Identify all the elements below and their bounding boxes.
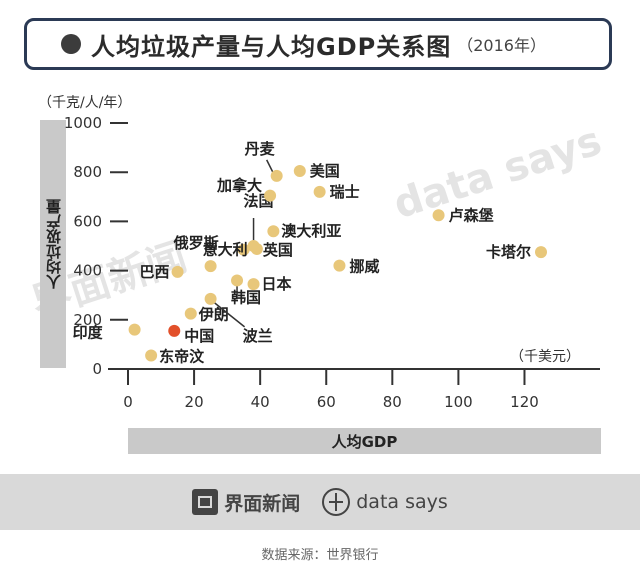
y-tick-label: 600 [73, 212, 102, 230]
data-point [293, 164, 306, 177]
data-point [333, 259, 346, 272]
point-label: 东帝汶 [159, 347, 205, 365]
x-tick-label: 60 [317, 393, 336, 411]
data-says-logo-icon [322, 488, 351, 516]
y-tick-label: 200 [73, 311, 102, 329]
x-axis-unit: （千美元） [510, 349, 580, 365]
footer-data-says: data says [356, 491, 448, 513]
point-label: 巴西 [140, 263, 170, 281]
data-point [237, 243, 250, 256]
brand-logo-icon [192, 489, 219, 515]
x-tick-label: 120 [510, 393, 539, 411]
point-label: 中国 [184, 327, 214, 345]
chart-title-year: （2016年） [457, 36, 546, 55]
point-label: 伊朗 [198, 306, 229, 324]
x-tick-label: 0 [123, 393, 133, 411]
point-label: 韩国 [231, 288, 261, 306]
data-point [204, 292, 217, 305]
data-point [171, 265, 184, 278]
footer-bar: 界面新闻 data says [0, 474, 640, 530]
title-box: 人均垃圾产量与人均GDP关系图 （2016年） [24, 18, 612, 70]
data-point [247, 278, 260, 291]
data-point [313, 185, 326, 198]
chart-title: 人均垃圾产量与人均GDP关系图 [91, 32, 452, 61]
data-point [184, 307, 197, 320]
point-label: 波兰 [243, 327, 273, 345]
data-point [250, 242, 263, 255]
point-label: 丹麦 [245, 140, 276, 158]
point-label: 英国 [263, 241, 293, 259]
data-point [231, 274, 244, 287]
point-label: 美国 [310, 162, 340, 180]
y-axis-unit: （千克/人/年） [38, 95, 132, 111]
y-tick-label: 800 [73, 163, 102, 181]
point-label: 俄罗斯 [173, 234, 219, 252]
data-point [264, 189, 277, 202]
x-tick-label: 40 [251, 393, 270, 411]
point-label: 印度 [73, 324, 104, 342]
x-tick-label: 20 [185, 393, 204, 411]
x-tick-label: 100 [444, 393, 473, 411]
x-axis-label-box: 人均GDP [128, 428, 601, 454]
title-bullet-icon [61, 34, 81, 54]
data-point [267, 225, 280, 238]
data-point [432, 209, 445, 222]
leader-line [266, 159, 274, 173]
point-label: 卡塔尔 [486, 243, 531, 261]
data-point [204, 260, 217, 273]
point-label: 澳大利亚 [281, 222, 341, 240]
point-label: 加拿大 [216, 177, 262, 195]
x-tick-label: 80 [383, 393, 402, 411]
data-point [270, 169, 283, 182]
data-point [168, 324, 181, 337]
point-label: 意大利 [203, 241, 248, 259]
y-tick-label: 1000 [64, 114, 102, 132]
point-label: 卢森堡 [449, 206, 494, 224]
data-source: 数据来源：世界银行 [261, 548, 379, 563]
x-axis-label: 人均GDP [331, 432, 398, 451]
data-point [145, 349, 158, 362]
y-axis-label-box: 人均垃圾产量 [40, 120, 66, 368]
point-label: 挪威 [349, 258, 379, 276]
footer-brand: 界面新闻 [224, 492, 301, 515]
point-label: 日本 [262, 275, 292, 293]
y-tick-label: 0 [92, 360, 102, 378]
data-point [535, 246, 547, 259]
y-tick-label: 400 [73, 262, 102, 280]
data-point [128, 323, 141, 336]
point-label: 瑞士 [330, 183, 360, 201]
leader-line [214, 302, 246, 328]
